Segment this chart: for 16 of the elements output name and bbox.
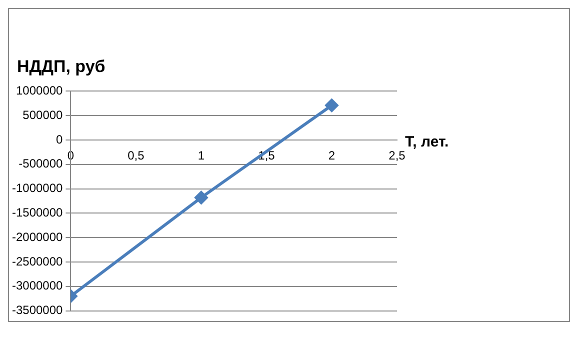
x-tick-label: 2	[328, 148, 336, 163]
x-tick-label: 0,5	[128, 148, 145, 163]
y-tick-label: -1500000	[12, 206, 64, 220]
x-axis-title: Т, лет.	[405, 134, 449, 151]
x-tick-label: 2,5	[388, 148, 406, 163]
y-axis-title: НДДП, руб	[16, 56, 106, 78]
y-tick-label: 1000000	[16, 84, 64, 98]
y-tick-label: -500000	[18, 156, 64, 171]
y-tick-label: 0	[56, 132, 64, 146]
y-tick-label: 500000	[22, 108, 64, 122]
y-tick-label: -3000000	[12, 278, 64, 293]
x-tick-label: 1	[198, 148, 205, 163]
y-tick-label: -1000000	[12, 181, 64, 196]
y-tick-label: -2500000	[12, 254, 64, 268]
y-tick-label: -3500000	[12, 303, 64, 318]
y-tick-label: -2000000	[12, 230, 64, 244]
